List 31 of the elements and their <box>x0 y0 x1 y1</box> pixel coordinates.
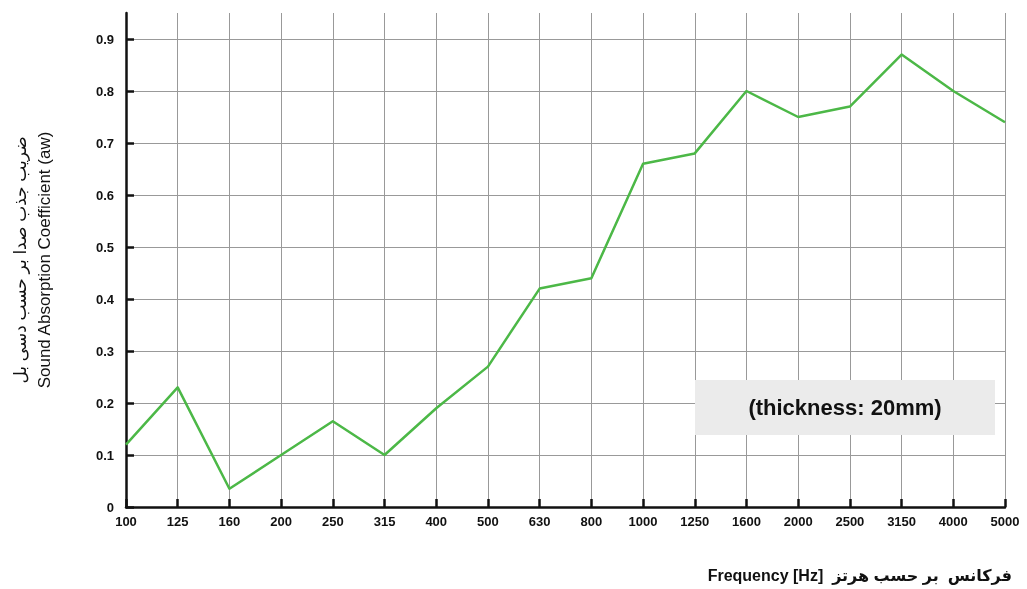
y-tick-label: 0.7 <box>95 135 114 151</box>
y-tick-label: 0.8 <box>95 83 114 99</box>
y-tick-label: 0.6 <box>95 187 114 203</box>
x-tick-label: 500 <box>477 514 499 529</box>
x-axis-title: Frequency [Hz] فرکانس بر حسب هرتز <box>707 566 1013 585</box>
y-tick-label: 0.5 <box>95 239 114 255</box>
y-tick-label: 0.4 <box>95 291 115 307</box>
y-tick-label: 0.9 <box>95 31 114 47</box>
x-tick-label: 4000 <box>938 514 968 529</box>
x-tick-label: 100 <box>115 514 137 529</box>
x-tick-label: 400 <box>425 514 448 529</box>
x-tick-label: 200 <box>270 514 292 529</box>
y-tick-label: 0.1 <box>95 447 114 463</box>
x-tick-label: 125 <box>166 514 189 529</box>
x-tick-label: 1600 <box>732 514 761 529</box>
x-tick-label: 3150 <box>887 514 917 529</box>
y-tick-label: 0.2 <box>95 395 114 411</box>
x-tick-label: 1000 <box>628 514 658 529</box>
x-tick-label: 5000 <box>990 514 1020 529</box>
y-tick-label: 0.3 <box>95 343 114 359</box>
x-tick-label: 1250 <box>680 514 710 529</box>
x-tick-label: 2500 <box>835 514 865 529</box>
x-tick-label: 630 <box>528 514 551 529</box>
annotation: (thickness: 20mm) <box>748 394 942 421</box>
x-tick-label: 315 <box>373 514 396 529</box>
y-tick-label: 0 <box>106 499 114 515</box>
x-tick-label: 250 <box>321 514 344 529</box>
x-tick-label: 800 <box>580 514 603 529</box>
x-tick-label: 2000 <box>783 514 813 529</box>
x-tick-label: 160 <box>218 514 241 529</box>
line-series <box>124 53 1007 491</box>
